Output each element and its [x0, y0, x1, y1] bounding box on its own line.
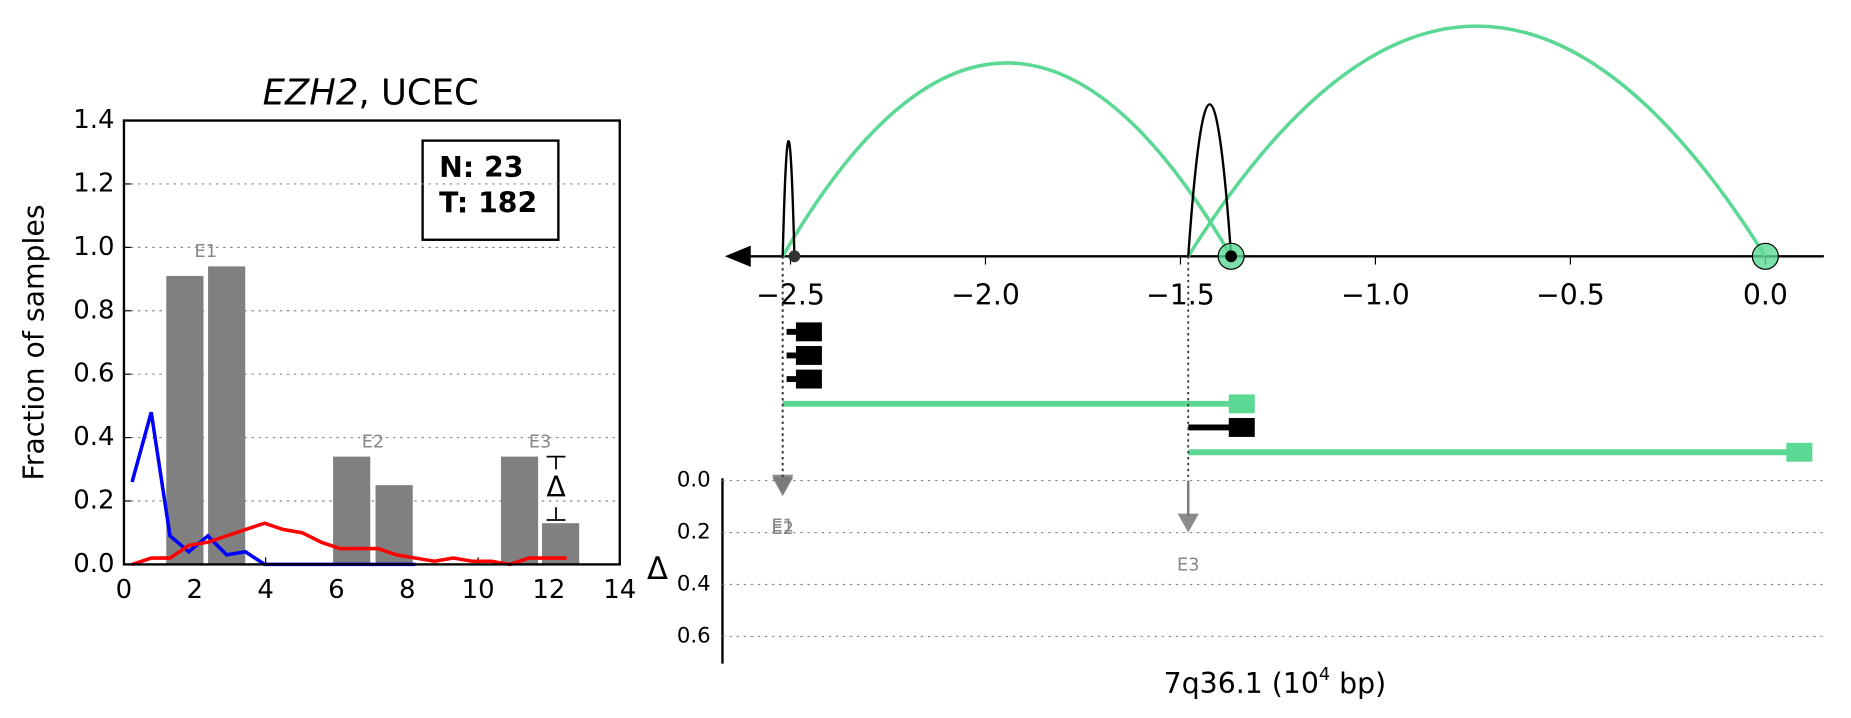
gene-name: EZH2 — [263, 73, 359, 114]
x-tick-label: −2.0 — [951, 278, 1020, 311]
exon-label: E3 — [1177, 556, 1199, 576]
x-tick-label: 2 — [187, 575, 204, 605]
chart-title: EZH2, UCEC — [263, 73, 479, 114]
axis-arrow — [724, 245, 751, 267]
y-tick-label: 0.0 — [677, 468, 711, 493]
bar — [333, 456, 371, 565]
cohort: , UCEC — [358, 73, 478, 114]
track-end — [795, 346, 822, 365]
track-end — [795, 322, 822, 342]
x-tick-label: −2.5 — [756, 278, 825, 311]
x-tick-label: 12 — [532, 575, 565, 605]
anchor-dot — [788, 250, 801, 263]
track-end — [1228, 418, 1255, 437]
y-tick-label: 0.2 — [677, 520, 711, 545]
anchor — [1751, 242, 1779, 270]
error-bar — [546, 455, 566, 521]
x-tick-label: −1.5 — [1146, 278, 1215, 311]
stats-box — [421, 139, 560, 241]
stat-n: N: 23 — [439, 151, 523, 184]
stat-t: T: 182 — [439, 186, 537, 219]
x-tick-label: 6 — [328, 575, 345, 605]
y-tick-label: 0.2 — [73, 485, 114, 515]
track-end — [795, 369, 822, 389]
anchor-center — [1225, 250, 1238, 263]
unit: bp) — [1330, 667, 1386, 700]
y-tick-label: 1.0 — [73, 232, 114, 262]
y-tick-label: 0.6 — [677, 623, 711, 648]
x-tick-label: 0 — [116, 575, 133, 605]
bar — [166, 275, 204, 565]
exponent: 4 — [1319, 665, 1330, 685]
x-tick-label: −1.0 — [1341, 278, 1410, 311]
bar — [500, 456, 539, 565]
y-tick-label: 0.4 — [73, 422, 114, 452]
track-end — [1786, 442, 1813, 462]
bar — [208, 266, 246, 565]
track-end — [1228, 394, 1255, 414]
arc — [781, 140, 796, 257]
x-tick-label: 4 — [257, 575, 274, 605]
exon-label: E3 — [529, 432, 551, 452]
locus: 7q36.1 (10 — [1164, 667, 1319, 700]
exon-label: E1 — [195, 242, 217, 262]
y-tick-label: 0.0 — [73, 549, 114, 579]
delta-axis-label: Δ — [647, 552, 668, 587]
y-tick-label: 0.8 — [73, 295, 114, 325]
y-tick-label: 1.2 — [73, 168, 114, 198]
arc — [1186, 24, 1767, 258]
plot-frame — [122, 119, 621, 566]
exon-label: E2 — [362, 432, 384, 452]
exon-arrow — [772, 477, 794, 497]
exon-label: E2 — [771, 519, 793, 539]
delta-symbol: Δ — [546, 470, 566, 503]
exon-label: E1 — [771, 517, 793, 537]
arc — [1187, 103, 1233, 257]
y-tick-label: 0.6 — [73, 359, 114, 389]
x-tick-label: 14 — [603, 575, 636, 605]
y-tick-label: 1.4 — [73, 105, 114, 135]
x-axis-label: 7q36.1 (104 bp) — [1164, 665, 1386, 700]
y-tick-label: 0.4 — [677, 571, 711, 596]
exon-arrow — [1177, 513, 1199, 533]
line — [131, 521, 567, 567]
x-tick-label: 8 — [399, 575, 416, 605]
x-tick-label: −0.5 — [1536, 278, 1605, 311]
arc — [781, 61, 1233, 258]
x-tick-label: 0.0 — [1743, 278, 1788, 311]
x-tick-label: 10 — [462, 575, 495, 605]
y-axis-label: Fraction of samples — [17, 204, 50, 480]
